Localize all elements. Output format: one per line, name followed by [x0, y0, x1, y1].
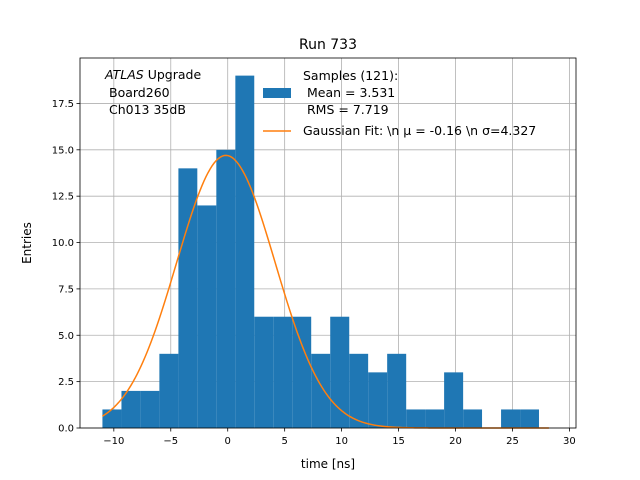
- x-tick-label-3: 5: [281, 436, 287, 447]
- histogram-bar-21: [501, 409, 521, 428]
- histogram-bar-5: [197, 205, 217, 428]
- histogram-bar-9: [273, 316, 293, 428]
- y-tick-label-3: 7.5: [58, 284, 74, 295]
- x-tick-label-6: 20: [449, 436, 462, 447]
- annotation-line-1: ATLAS Upgrade: [104, 67, 201, 82]
- axis-ticks: −10 −5 0 5 10 15 20 25 30 0.0 2.5 5.0 7.5 10.0 12.5 15.…: [52, 99, 576, 447]
- histogram-bar-6: [216, 149, 236, 428]
- x-tick-label-0: −10: [103, 436, 124, 447]
- x-tick-label-4: 10: [335, 436, 348, 447]
- histogram-bar-10: [292, 316, 312, 428]
- legend-histogram-mean: Mean = 3.531: [307, 85, 395, 100]
- y-tick-label-1: 2.5: [58, 377, 74, 388]
- histogram-bar-16: [406, 409, 426, 428]
- x-tick-label-2: 0: [225, 436, 231, 447]
- histogram-bar-17: [425, 409, 445, 428]
- chart-title: Run 733: [299, 37, 357, 53]
- histogram-bar-22: [520, 409, 539, 428]
- histogram-bar-0: [102, 409, 122, 428]
- upgrade-label: Upgrade: [144, 67, 202, 82]
- histogram-bars: [102, 75, 539, 428]
- histogram-bar-7: [235, 75, 255, 428]
- histogram-bar-2: [140, 390, 160, 428]
- x-tick-label-7: 25: [506, 436, 519, 447]
- y-axis-label: Entries: [20, 222, 34, 264]
- histogram-bar-19: [463, 409, 483, 428]
- histogram-bar-4: [178, 168, 198, 428]
- x-axis-label: time [ns]: [301, 457, 355, 471]
- histogram-bar-3: [159, 353, 179, 428]
- y-tick-label-7: 17.5: [52, 99, 74, 110]
- annotation-board: Board260: [109, 85, 170, 100]
- y-tick-label-0: 0.0: [58, 424, 74, 435]
- histogram-bar-12: [330, 316, 350, 428]
- histogram-bar-13: [349, 353, 369, 428]
- legend-fit-label: Gaussian Fit: \n μ = -0.16 \n σ=4.327: [303, 123, 536, 138]
- atlas-annotation: ATLAS Upgrade Board260 Ch013 35dB: [104, 67, 201, 117]
- histogram-bar-14: [368, 372, 388, 428]
- y-tick-label-4: 10.0: [52, 238, 74, 249]
- x-tick-label-1: −5: [163, 436, 178, 447]
- histogram-bar-15: [387, 353, 407, 428]
- plot-frame: [79, 57, 577, 429]
- legend-histogram-rms: RMS = 7.719: [307, 102, 389, 117]
- legend-histogram-swatch: [263, 88, 291, 98]
- atlas-label: ATLAS: [104, 67, 144, 82]
- x-tick-label-8: 30: [563, 436, 576, 447]
- annotation-channel: Ch013 35dB: [109, 102, 186, 117]
- histogram-bar-1: [121, 390, 141, 428]
- y-tick-label-2: 5.0: [58, 331, 74, 342]
- y-tick-label-6: 15.0: [52, 145, 74, 156]
- histogram-bar-8: [254, 316, 274, 428]
- legend: Samples (121): Mean = 3.531 RMS = 7.719 …: [263, 68, 536, 138]
- histogram-bar-18: [444, 372, 464, 428]
- legend-histogram-title: Samples (121):: [303, 68, 398, 83]
- histogram-bar-11: [311, 353, 331, 428]
- y-tick-label-5: 12.5: [52, 192, 74, 203]
- x-tick-label-5: 15: [392, 436, 405, 447]
